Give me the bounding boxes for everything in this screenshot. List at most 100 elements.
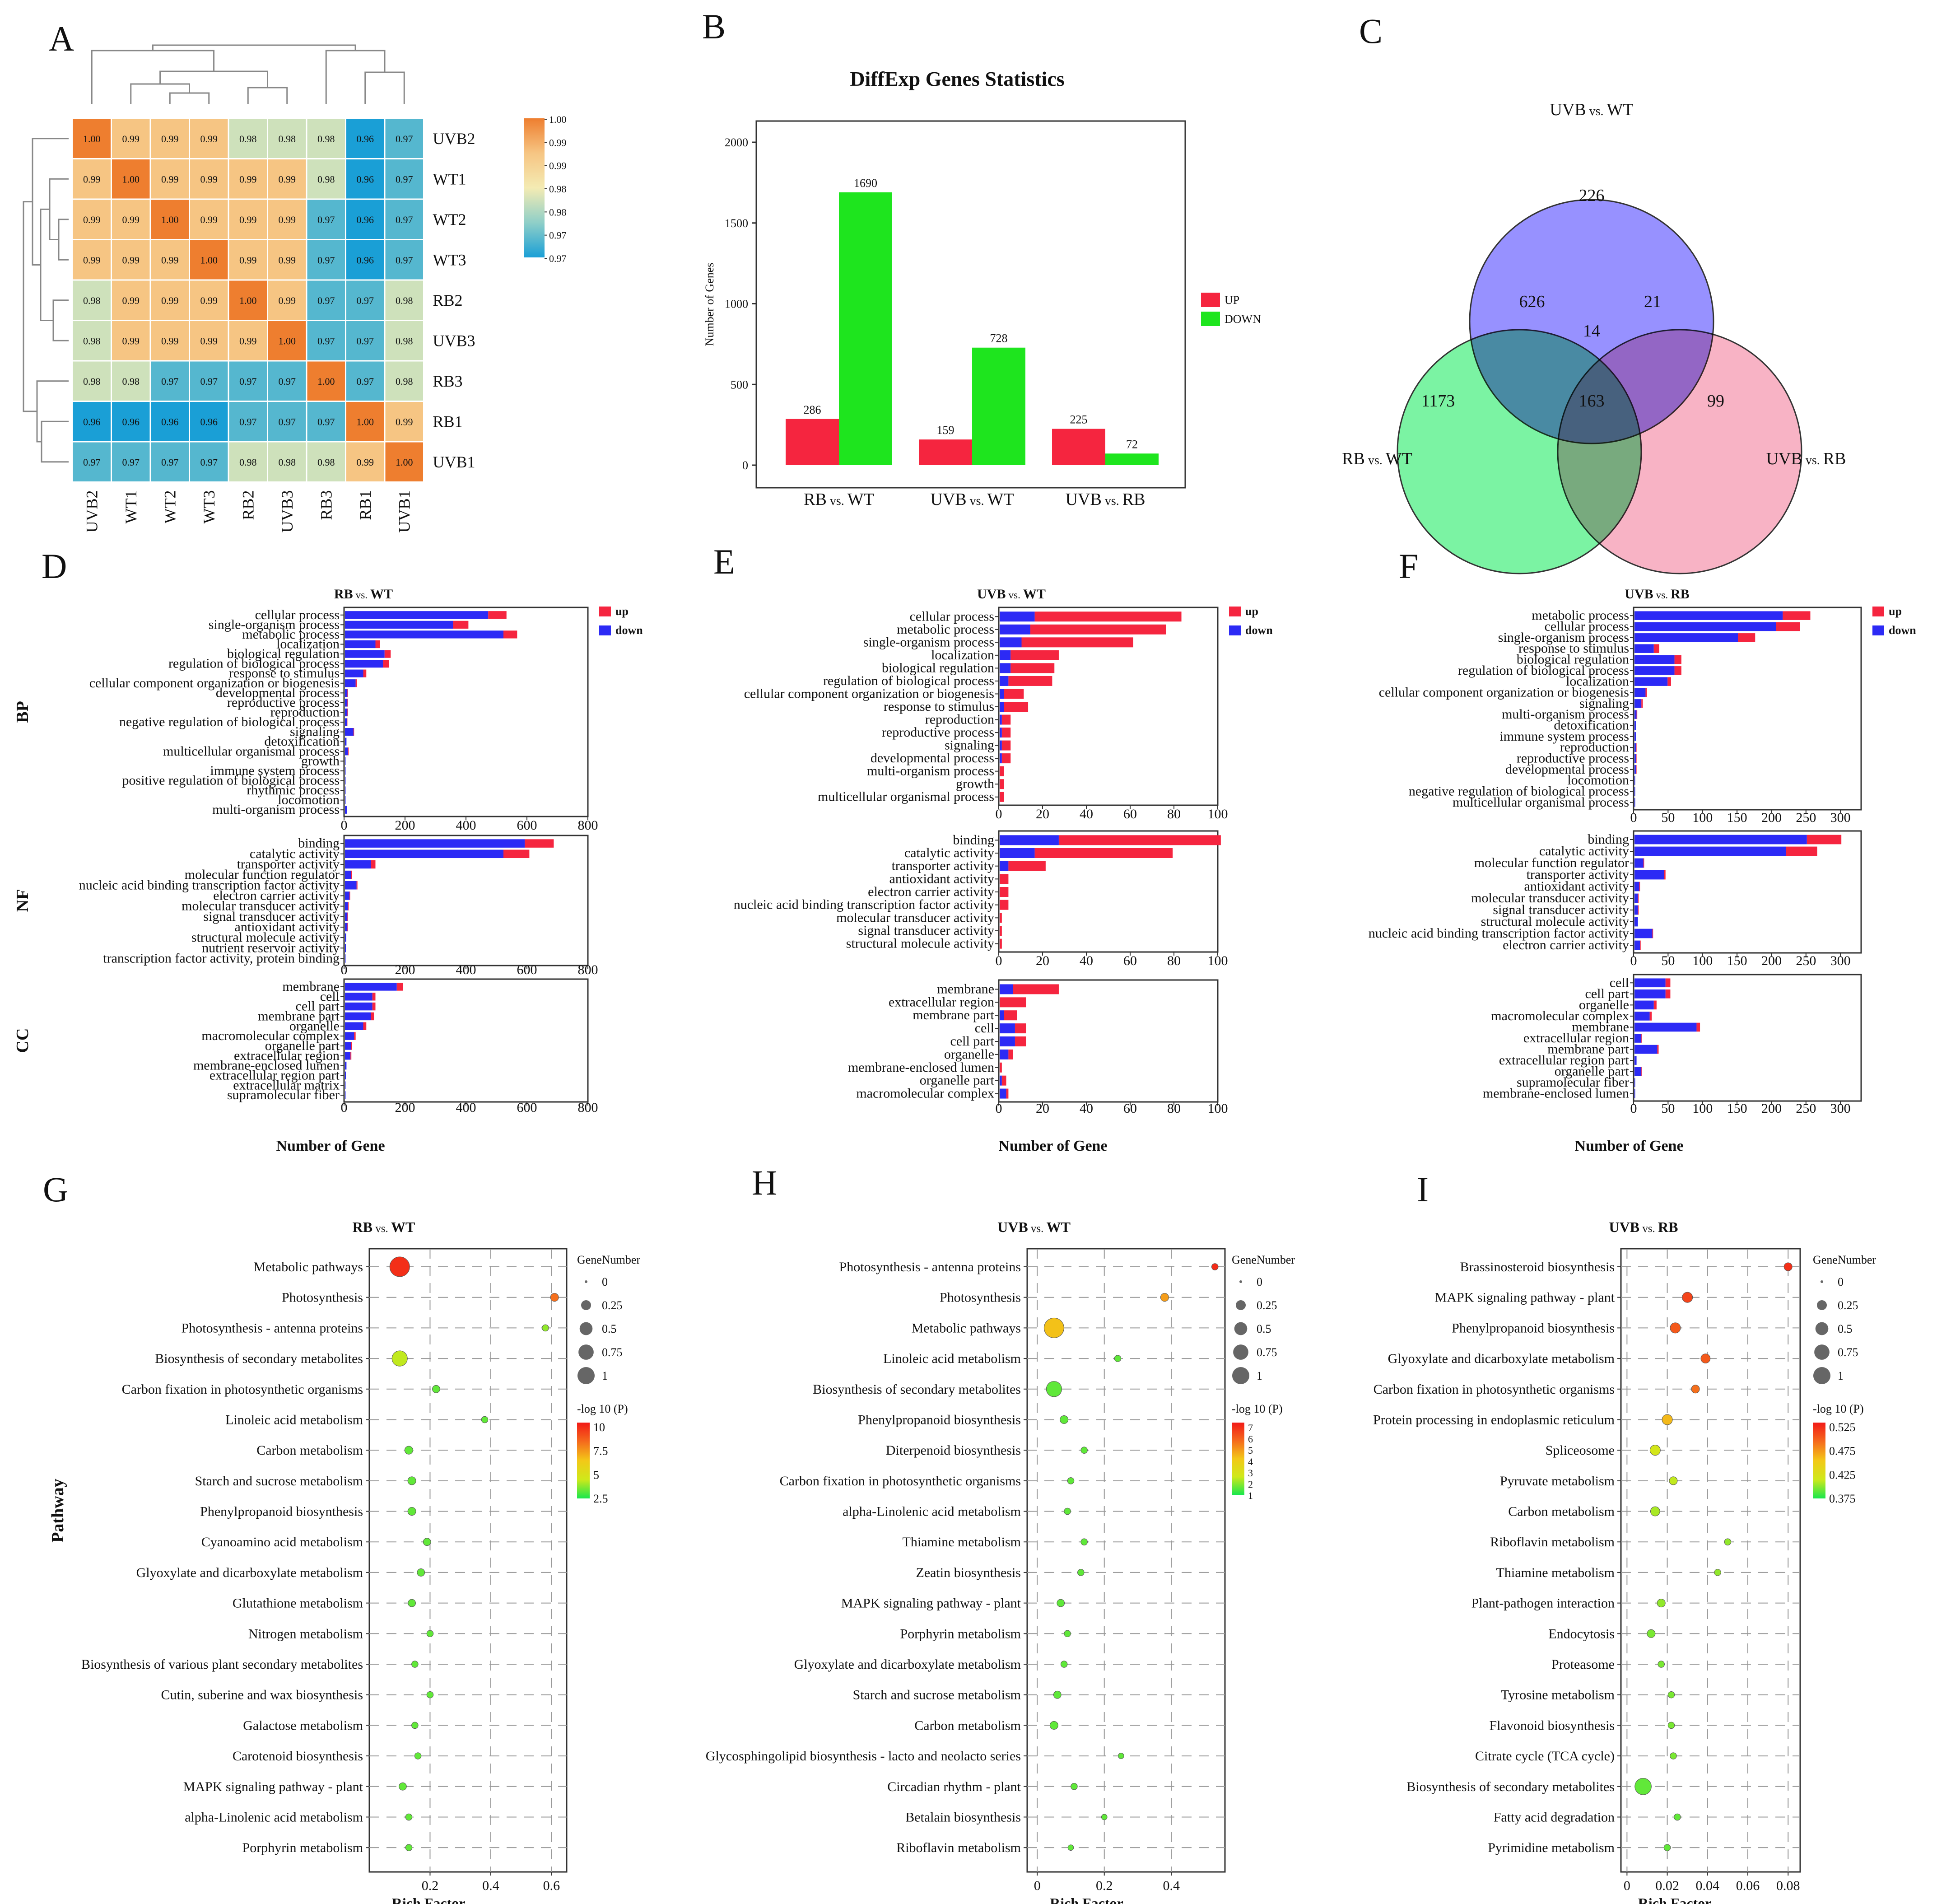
heatmap-row-label: WT1 xyxy=(433,170,466,188)
go-bar-up xyxy=(371,1012,374,1021)
legend-swatch-down xyxy=(599,625,611,635)
panels-g-h-i-kegg-bubble-charts: G RB vs. WT 0.2 0.4 0.6 Rich Factor Pathway Met… xyxy=(43,1163,1876,1904)
kegg-panel-h: H UVB vs. WT 0 0.2 0.4 Rich Factor Photosynthe… xyxy=(706,1163,1295,1904)
pathway-label: Thiamine metabolism xyxy=(1496,1565,1615,1580)
go-bar-down xyxy=(345,870,351,879)
heatmap-col-label: WT2 xyxy=(161,490,179,524)
size-legend-label: 0.75 xyxy=(1257,1346,1277,1359)
go-bar-up xyxy=(396,983,403,991)
venn-set-label-part: RB xyxy=(1823,449,1846,468)
venn-set-label-part: vs. xyxy=(1586,104,1607,118)
go-bar-down xyxy=(345,1061,347,1070)
heatmap-cell-value: 0.96 xyxy=(357,133,374,145)
go-bar-up xyxy=(1008,861,1046,871)
pathway-label: Plant-pathogen interaction xyxy=(1471,1596,1615,1611)
heatmap-row-label: RB3 xyxy=(433,372,463,390)
heatmap-cell-value: 0.99 xyxy=(161,173,179,185)
go-bar-down xyxy=(1634,622,1776,631)
go-bar-down xyxy=(1000,714,1002,725)
colorbar-tick-label: 0.97 xyxy=(549,253,567,264)
heatmap-cell-value: 1.00 xyxy=(279,335,296,346)
heatmap-cell xyxy=(267,360,307,402)
go-term-label: immune system process xyxy=(210,763,340,778)
color-legend-label: 3 xyxy=(1248,1467,1253,1479)
go-panel-title-part: WT xyxy=(370,587,393,602)
go-term-label: structural molecule activity xyxy=(846,936,994,951)
bar xyxy=(1052,429,1105,465)
go-bar-down xyxy=(1000,728,1002,738)
color-legend-label: 2 xyxy=(1248,1479,1253,1490)
heatmap-cell-value: 0.98 xyxy=(396,376,413,387)
go-bar-up xyxy=(375,640,380,649)
go-bar-down xyxy=(1000,1075,1002,1086)
go-bar-down xyxy=(345,860,371,869)
heatmap-cell xyxy=(111,279,151,321)
pathway-label: Glyoxylate and dicarboxylate metabolism xyxy=(1388,1351,1615,1366)
pathway-label: Phenylpropanoid biosynthesis xyxy=(200,1504,363,1519)
pathway-bubble xyxy=(399,1782,407,1791)
heatmap-cell-value: 0.98 xyxy=(317,133,335,145)
go-bar-down xyxy=(1634,688,1646,697)
go-term-label: signaling xyxy=(1579,696,1629,711)
go-term-label: cell xyxy=(975,1021,994,1036)
kegg-panel-title: RB vs. WT xyxy=(353,1219,415,1235)
x-tick-label: 80 xyxy=(1167,953,1181,968)
go-term-label: organelle xyxy=(944,1047,994,1062)
colorbar-tick-label: 0.97 xyxy=(549,230,567,241)
go-bar-down xyxy=(345,1012,371,1021)
pathway-bubble xyxy=(1724,1538,1732,1545)
heatmap-cell-value: 0.98 xyxy=(317,173,335,185)
kegg-panel-title-part: RB xyxy=(353,1219,372,1235)
x-group-label-part: vs. xyxy=(967,494,987,508)
pathway-bubble xyxy=(481,1416,489,1423)
go-term-label: detoxification xyxy=(264,734,340,749)
pathway-label: Pyruvate metabolism xyxy=(1500,1474,1615,1489)
pathway-label: Circadian rhythm - plant xyxy=(887,1779,1021,1794)
x-group-label: UVB vs. RB xyxy=(1066,490,1145,509)
pathway-bubble xyxy=(1118,1753,1124,1759)
go-bar-up xyxy=(1000,1062,1002,1073)
go-term-label: biological regulation xyxy=(882,660,994,675)
go-bar-down xyxy=(1000,689,1004,699)
heatmap-cell xyxy=(71,279,112,321)
legend-label: down xyxy=(615,624,643,637)
plot-frame xyxy=(1026,1248,1226,1873)
x-tick-label: 0.4 xyxy=(1163,1878,1180,1893)
go-bar-down xyxy=(1634,917,1638,927)
size-legend-label: 1 xyxy=(602,1369,608,1382)
go-bar-up xyxy=(1657,1045,1659,1054)
go-term-label: organelle xyxy=(289,1018,340,1033)
go-term-label: reproductive process xyxy=(882,725,994,740)
panel-letter: C xyxy=(1359,11,1383,51)
go-bar-down xyxy=(1634,882,1639,891)
go-bar-up xyxy=(1641,699,1643,708)
heatmap-cell-value: 0.99 xyxy=(279,173,296,185)
go-term-label: molecular transducer activity xyxy=(182,899,340,914)
legend-swatch-up xyxy=(599,607,611,616)
legend-swatch-down xyxy=(1872,625,1884,635)
heatmap-cell-value: 0.97 xyxy=(317,335,335,346)
size-legend-label: 0.25 xyxy=(1838,1299,1858,1312)
heatmap-cell-value: 1.00 xyxy=(317,376,335,387)
heatmap-cell-value: 0.99 xyxy=(122,214,140,225)
go-term-label: nutrient reservoir activity xyxy=(202,940,340,955)
go-bar-up xyxy=(356,881,358,890)
go-bar-up xyxy=(1001,714,1011,725)
go-bar-down xyxy=(345,679,356,687)
heatmap-cell-value: 0.99 xyxy=(83,254,101,266)
x-group-label: RB vs. WT xyxy=(804,490,874,509)
color-legend-label: 0.425 xyxy=(1829,1468,1856,1481)
heatmap-cell-value: 0.99 xyxy=(200,295,218,306)
go-term-label: cell xyxy=(320,989,340,1004)
heatmap-cell-value: 0.96 xyxy=(161,416,179,427)
kegg-panel-title-part: vs. xyxy=(1639,1223,1658,1235)
go-panel-title: UVB vs. WT xyxy=(977,587,1046,602)
go-bar-up xyxy=(1649,1012,1652,1021)
go-bar-up xyxy=(1004,702,1029,712)
go-bar-up xyxy=(1008,676,1052,686)
heatmap-cell-value: 0.97 xyxy=(357,335,374,346)
x-tick-label: 250 xyxy=(1796,953,1816,968)
go-term-label: developmental process xyxy=(1505,762,1629,777)
heatmap-cell-value: 0.99 xyxy=(279,254,296,266)
